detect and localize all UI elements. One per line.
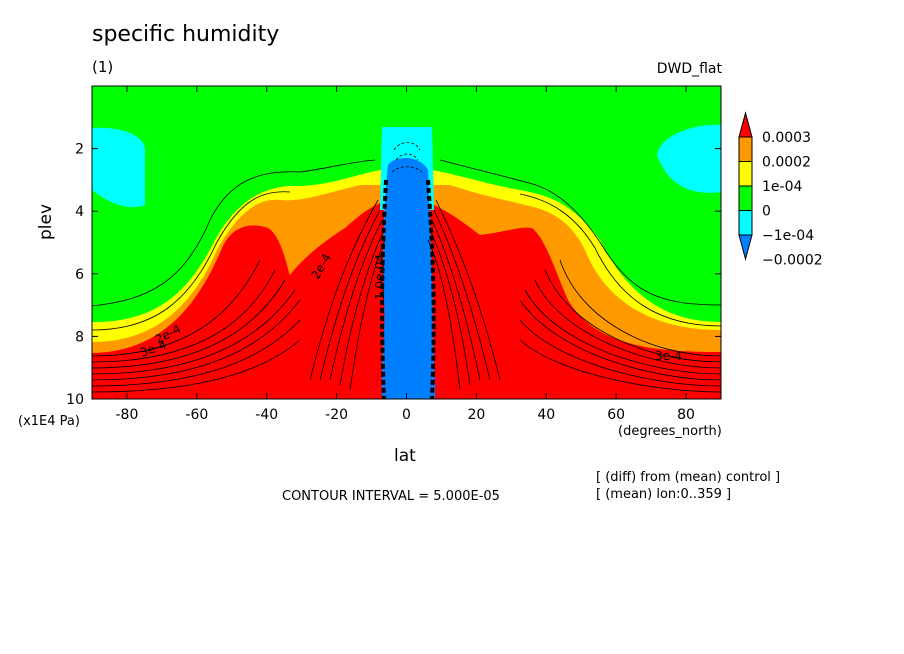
dashed-contours (391, 142, 423, 173)
x-axis-ticks: -80 -60 -40 -20 0 20 40 60 80 (116, 86, 695, 423)
contour-label: 3e-4 (655, 349, 682, 363)
colorbar-segment (738, 161, 753, 187)
x-tick-label: 80 (677, 407, 695, 423)
contour-label: 1.0e-04 (373, 254, 387, 300)
colorbar-label: 0.0003 (762, 130, 811, 146)
x-axis-label: lat (394, 446, 416, 466)
y-tick-label: 8 (75, 329, 84, 345)
x-tick-label: -80 (116, 407, 139, 423)
fill-cyan-left (92, 127, 145, 208)
y-axis-unit: (x1E4 Pa) (18, 414, 80, 429)
colorbar: 0.0003 0.0002 1e-04 0 −1e-04 −0.0002 (738, 111, 823, 269)
x-tick-label: 60 (607, 407, 625, 423)
x-tick-label: 40 (537, 407, 555, 423)
x-tick-label: 0 (402, 407, 411, 423)
contour-fill: 3e-4 2e-4 2e-4 3e-4 1.0e-04 (92, 86, 721, 399)
colorbar-label: 0 (762, 204, 771, 220)
negative-contours (380, 179, 436, 399)
dataset-label: DWD_flat (656, 61, 722, 77)
colorbar-segment (738, 136, 753, 162)
contour-interval-label: CONTOUR INTERVAL = 5.000E-05 (282, 489, 500, 504)
chart-title: specific humidity (92, 22, 280, 47)
y-tick-label: 2 (75, 142, 84, 158)
contour-lines (92, 159, 721, 393)
colorbar-arrow-bottom (738, 234, 753, 261)
x-axis-unit: (degrees_north) (618, 424, 722, 439)
fill-blue-column (381, 158, 436, 399)
x-tick-label: 20 (467, 407, 485, 423)
y-axis-ticks: 2 4 6 8 10 (66, 142, 721, 408)
diff-note: [ (diff) from (mean) control ] (596, 470, 781, 485)
colorbar-label: 0.0002 (762, 155, 811, 171)
y-tick-label: 10 (66, 392, 84, 408)
colorbar-label: −1e-04 (762, 228, 814, 244)
chart-subtitle: (1) (92, 58, 114, 76)
colorbar-segment (738, 210, 753, 236)
colorbar-segment (738, 185, 753, 211)
fill-cyan-right (657, 124, 721, 193)
x-tick-label: -60 (185, 407, 208, 423)
colorbar-label: 1e-04 (762, 179, 802, 195)
y-tick-label: 6 (75, 267, 84, 283)
colorbar-arrow-top (738, 111, 753, 138)
x-tick-label: -20 (325, 407, 348, 423)
y-tick-label: 4 (75, 204, 84, 220)
x-tick-label: -40 (255, 407, 278, 423)
mean-note: [ (mean) lon:0..359 ] (596, 487, 732, 502)
colorbar-label: −0.0002 (762, 253, 823, 269)
